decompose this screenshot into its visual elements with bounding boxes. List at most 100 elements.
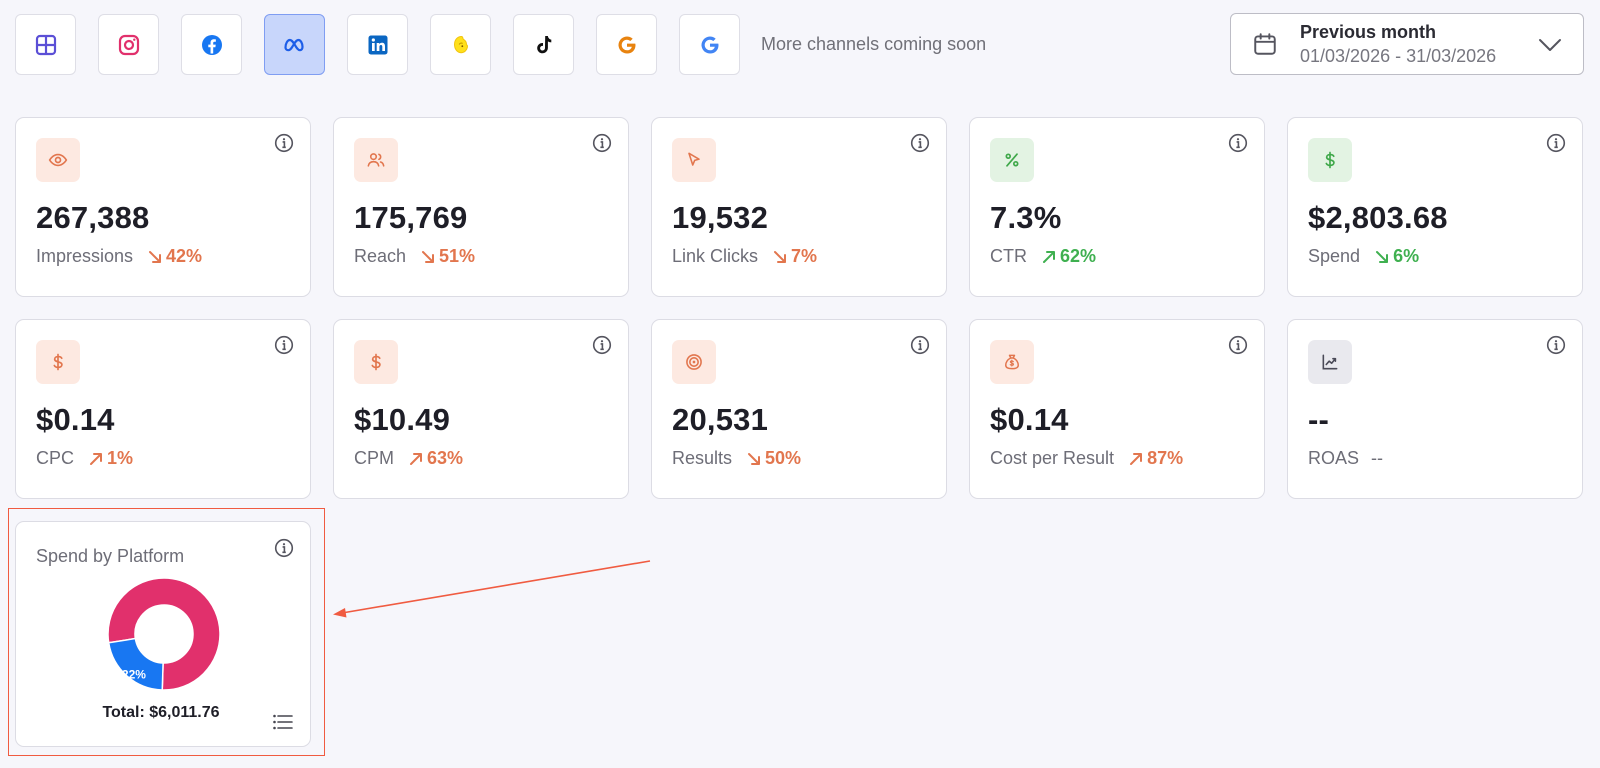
metric-meta: Link Clicks 7% [672,246,817,267]
metric-meta: Cost per Result 87% [990,448,1183,469]
metric-value: $10.49 [354,402,451,437]
dollar-icon [371,353,381,371]
metric-trend: 42% [147,246,202,267]
metric-label: Spend [1308,246,1361,266]
channel-meta-button[interactable] [264,14,325,75]
all-channels-icon [35,34,56,55]
metric-trend-value: -- [1371,448,1384,468]
metric-value: -- [1308,402,1330,437]
metric-label: Cost per Result [990,448,1115,468]
metric-trend-value: 6% [1393,246,1420,266]
list-icon[interactable] [272,712,294,732]
metric-meta: Reach 51% [354,246,475,267]
donut-slice-1[interactable] [107,637,164,691]
metric-label: Results [672,448,733,468]
chart-line-icon [1322,354,1338,370]
date-range-picker[interactable]: Previous month 01/03/2026 - 31/03/2026 [1230,13,1584,75]
channel-facebook-button[interactable] [181,14,242,75]
metric-meta: ROAS -- [1308,448,1383,469]
metric-icon-box [36,138,80,182]
metric-icon-box [36,340,80,384]
donut-slice-0[interactable] [107,577,221,691]
google-icon [700,36,718,53]
date-picker-range: 01/03/2026 - 31/03/2026 [1300,46,1497,66]
info-icon[interactable] [274,538,294,558]
info-icon[interactable] [1546,335,1566,355]
money-bag-icon [1005,354,1019,370]
metric-value: 267,388 [36,200,150,235]
info-icon[interactable] [592,133,612,153]
tiktok-icon [536,35,551,53]
arrow-down-right-icon [422,250,435,263]
channel-all-button[interactable] [15,14,76,75]
metric-card-cpc: $0.14 CPC 1% [15,319,311,499]
channel-google-button[interactable] [679,14,740,75]
arrow-down-right-icon [748,452,761,465]
channel-mailchimp-button[interactable] [430,14,491,75]
metric-label: Impressions [36,246,134,266]
metric-card-cpm: $10.49 CPM 63% [333,319,629,499]
info-icon[interactable] [592,335,612,355]
target-icon [686,354,702,370]
channel-tiktok-button[interactable] [513,14,574,75]
metric-trend-value: 87% [1147,448,1184,468]
info-icon[interactable] [274,335,294,355]
spend-card-title: Spend by Platform [36,546,185,566]
arrow-up-right-icon [410,452,422,465]
dollar-icon [53,353,63,371]
info-icon[interactable] [1228,335,1248,355]
channel-google-ads-button[interactable] [596,14,657,75]
metric-label: CPC [36,448,75,468]
arrow-down-right-icon [149,250,162,263]
metric-trend: 51% [420,246,475,267]
metric-value: $2,803.68 [1308,200,1448,235]
info-icon[interactable] [910,335,930,355]
info-icon[interactable] [274,133,294,153]
metric-trend: 87% [1128,448,1183,469]
dollar-icon [1325,151,1335,169]
arrow-up-right-icon [1043,250,1055,263]
metric-card-results: 20,531 Results 50% [651,319,947,499]
channel-linkedin-button[interactable] [347,14,408,75]
arrow-up-right-icon [1130,452,1143,465]
metric-card-impressions: 267,388 Impressions 42% [15,117,311,297]
metric-trend: 7% [772,246,817,267]
metric-card-cost-per-result: $0.14 Cost per Result 87% [969,319,1265,499]
spend-total: Total: $6,011.76 [102,704,220,721]
metric-icon-box [1308,340,1352,384]
metric-icon-box [354,138,398,182]
metric-trend-value: 42% [166,246,203,266]
metric-trend: 6% [1374,246,1419,267]
info-icon[interactable] [1228,133,1248,153]
channel-instagram-button[interactable] [98,14,159,75]
donut-slice-label-1: 22% [122,667,146,681]
metric-icon-box [354,340,398,384]
metric-trend: 62% [1041,246,1096,267]
info-icon[interactable] [910,133,930,153]
metric-meta: CTR 62% [990,246,1096,267]
metric-value: 175,769 [354,200,468,235]
metric-value: $0.14 [990,402,1069,437]
percent-icon [1005,153,1019,167]
metric-label: Reach [354,246,407,266]
annotation-highlight-box [8,508,325,756]
date-picker-texts: Previous month 01/03/2026 - 31/03/2026 [1300,20,1496,69]
metric-label: Link Clicks [672,246,759,266]
metric-meta: Impressions 42% [36,246,202,267]
metric-card-ctr: 7.3% CTR 62% [969,117,1265,297]
facebook-icon [201,34,222,55]
cursor-icon [688,152,700,166]
metric-meta: CPC 1% [36,448,133,469]
arrow-down-right-icon [1376,250,1389,263]
metric-label: CPM [354,448,394,468]
eye-icon [48,153,68,167]
date-picker-label: Previous month [1300,21,1437,42]
metric-trend-value: 50% [765,448,802,468]
meta-icon [283,38,304,51]
info-icon[interactable] [1546,133,1566,153]
metric-trend-value: 51% [439,246,476,266]
metric-card-reach: 175,769 Reach 51% [333,117,629,297]
metric-trend-value: 1% [107,448,134,468]
users-icon [367,153,385,167]
metric-value: $0.14 [36,402,115,437]
